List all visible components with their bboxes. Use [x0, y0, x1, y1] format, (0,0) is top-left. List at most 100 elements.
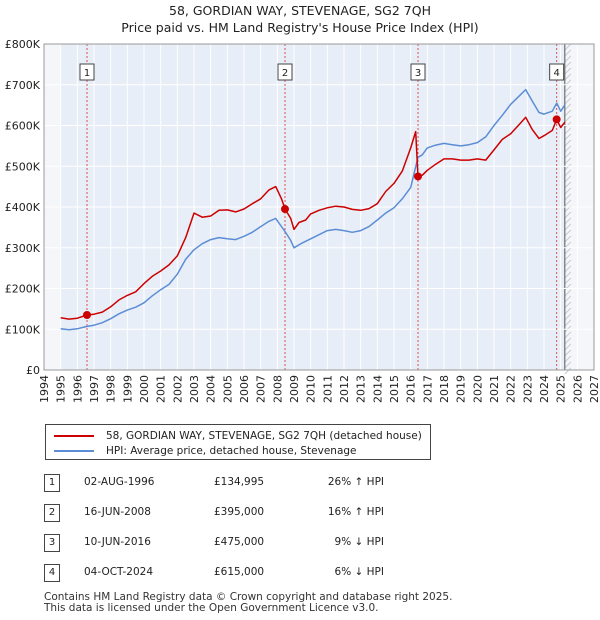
hatch-line	[564, 115, 572, 123]
x-tick-label: 2002	[171, 375, 184, 403]
transaction-date: 04-OCT-2024	[84, 566, 153, 578]
sale-label-box	[277, 63, 293, 81]
x-tick-label: 1996	[71, 375, 84, 403]
x-tick-label: 2000	[138, 375, 151, 403]
transaction-price: £395,000	[214, 506, 265, 518]
transaction-price: £475,000	[214, 536, 265, 548]
hpi-line	[60, 88, 566, 331]
legend-swatch-hpi	[54, 450, 94, 452]
transaction-date: 16-JUN-2008	[84, 506, 151, 518]
hatch-line	[564, 295, 572, 303]
hatch-line	[564, 85, 572, 93]
transaction-price: £134,995	[214, 476, 265, 488]
x-tick-label: 1997	[88, 375, 101, 403]
hatch-line	[564, 343, 572, 351]
transaction-date: 02-AUG-1996	[84, 476, 155, 488]
transaction-price: £615,000	[214, 566, 265, 578]
sale-label: 4	[553, 68, 559, 79]
transaction-row: 1 02-AUG-1996 £134,995 26% ↑ HPI	[44, 474, 444, 494]
transaction-row: 4 04-OCT-2024 £615,000 6% ↓ HPI	[44, 564, 444, 584]
hatch-line	[564, 199, 572, 207]
legend-swatch-property	[54, 435, 94, 437]
x-tick-label: 2009	[288, 375, 301, 403]
x-tick-label: 1998	[105, 375, 118, 403]
legend: 58, GORDIAN WAY, STEVENAGE, SG2 7QH (det…	[45, 424, 431, 460]
hatch-line	[564, 211, 572, 219]
hatch-line	[564, 55, 572, 63]
sale-point	[83, 310, 91, 319]
transaction-row: 2 16-JUN-2008 £395,000 16% ↑ HPI	[44, 504, 444, 524]
hatch-line	[564, 169, 572, 177]
x-tick-label: 2011	[321, 375, 334, 403]
hatch-line	[564, 217, 572, 225]
hatch-line	[564, 271, 572, 279]
legend-item-hpi: HPI: Average price, detached house, Stev…	[54, 445, 357, 457]
x-tick-label: 2012	[338, 375, 351, 403]
x-tick-label: 2003	[188, 375, 201, 403]
x-tick-label: 2022	[505, 375, 518, 403]
hatch-line	[564, 331, 572, 339]
hatch-line	[564, 91, 572, 99]
x-tick-label: 2014	[371, 375, 384, 403]
transaction-hpi: 9% ↓ HPI	[334, 536, 384, 548]
hatch-line	[564, 265, 572, 273]
x-tick-label: 1999	[121, 375, 134, 403]
x-tick-label: 2017	[421, 375, 434, 403]
price-chart: £0 £100K £200K £300K £400K £500K £600K £700K £80…	[5, 38, 600, 403]
hatch-line	[564, 289, 572, 297]
sale-point	[414, 172, 422, 181]
chart-subtitle: Price paid vs. HM Land Registry's House …	[121, 20, 479, 35]
x-tick-label: 2023	[521, 375, 534, 403]
hatch-line	[564, 73, 572, 81]
sale-label: 2	[282, 68, 288, 79]
hatch-line	[564, 361, 572, 369]
x-tick-label: 2005	[221, 375, 234, 403]
hatch-line	[564, 301, 572, 309]
hatch-line	[564, 139, 572, 147]
hatch-line	[564, 163, 572, 171]
transaction-number: 4	[44, 564, 60, 582]
hatch-line	[564, 181, 572, 189]
hatch-line	[564, 229, 572, 237]
y-tick-label: £700K	[5, 79, 41, 92]
y-tick-label: £100K	[5, 323, 41, 336]
sale-point	[281, 205, 289, 214]
plot-border	[43, 43, 595, 371]
hatch-line	[564, 247, 572, 255]
hatch-line	[564, 277, 572, 285]
legend-item-property: 58, GORDIAN WAY, STEVENAGE, SG2 7QH (det…	[54, 430, 422, 442]
sale-label-box	[549, 63, 565, 81]
hatch-line	[564, 319, 572, 327]
hatch-line	[564, 145, 572, 153]
hatch-line	[564, 259, 572, 267]
hatch-line	[564, 235, 572, 243]
x-tick-label: 2021	[488, 375, 501, 403]
transaction-date: 10-JUN-2016	[84, 536, 151, 548]
hatch-line	[564, 49, 572, 57]
transaction-number: 2	[44, 504, 60, 522]
x-tick-label: 2015	[388, 375, 401, 403]
hatch-line	[564, 133, 572, 141]
legend-label-hpi: HPI: Average price, detached house, Stev…	[106, 445, 357, 457]
x-tick-label: 2019	[455, 375, 468, 403]
hatch-line	[564, 253, 572, 261]
hatch-line	[564, 175, 572, 183]
hatch-line	[564, 349, 572, 357]
hatch-line	[564, 313, 572, 321]
y-tick-label: £0	[26, 364, 40, 377]
footer-licence: This data is licensed under the Open Gov…	[44, 602, 379, 614]
y-tick-label: £500K	[5, 160, 41, 173]
hatch-line	[564, 355, 572, 363]
x-tick-label: 2013	[355, 375, 368, 403]
hatch-line	[564, 97, 572, 105]
y-tick-label: £300K	[5, 242, 41, 255]
x-tick-label: 2010	[305, 375, 318, 403]
legend-label-property: 58, GORDIAN WAY, STEVENAGE, SG2 7QH (det…	[106, 430, 422, 442]
x-tick-label: 2007	[255, 375, 268, 403]
hatch-line	[564, 241, 572, 249]
x-tick-label: 2024	[538, 375, 551, 403]
sale-label-box	[79, 63, 95, 81]
transaction-number: 3	[44, 534, 60, 552]
sale-label-box	[410, 63, 426, 81]
hatch-line	[564, 43, 572, 51]
